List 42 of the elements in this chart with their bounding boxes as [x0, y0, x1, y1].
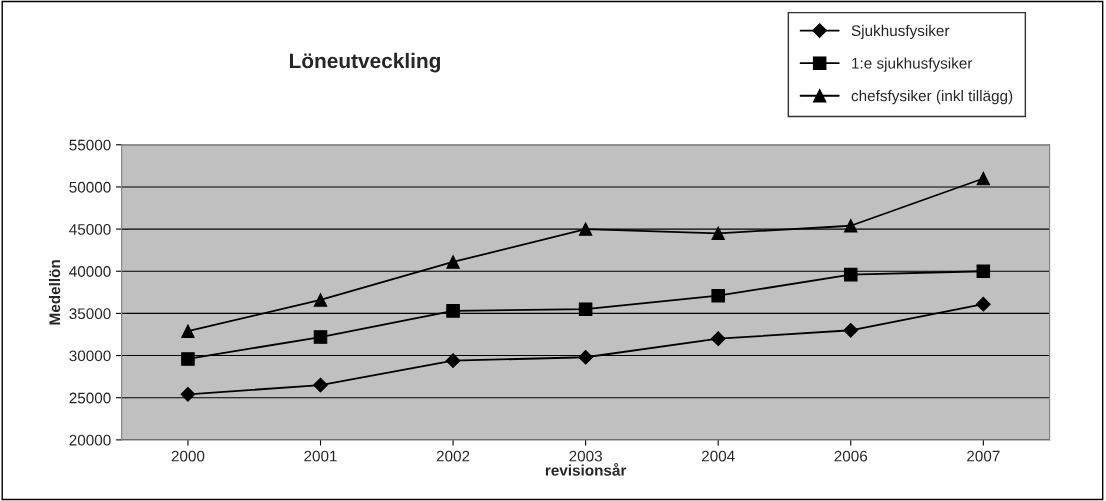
- x-tick-label: 2003: [569, 450, 602, 462]
- point: [446, 255, 460, 269]
- point: [181, 352, 195, 366]
- point: [578, 222, 593, 236]
- x-tick-label: 2006: [834, 450, 868, 462]
- point: [446, 304, 460, 318]
- point: [843, 267, 858, 282]
- y-tick-label: 35000: [69, 308, 111, 320]
- point: [578, 349, 594, 365]
- point: [313, 377, 328, 393]
- point: [578, 302, 593, 316]
- legend-label: chefsfysiker (inkl tillägg): [851, 90, 1013, 105]
- point: [975, 296, 991, 312]
- y-tick-label: 20000: [69, 434, 111, 446]
- point: [976, 171, 991, 186]
- y-tick-label: 30000: [69, 350, 111, 362]
- y-tick-label: 40000: [69, 266, 111, 277]
- point: [710, 331, 726, 347]
- point: [313, 330, 328, 344]
- y-tick-label: 55000: [69, 139, 111, 151]
- legend-label: 1:e sjukhusfysiker: [852, 57, 973, 72]
- x-tick-label: 2004: [701, 450, 735, 462]
- x-tick-label: 2001: [304, 450, 337, 462]
- point: [313, 293, 328, 307]
- x-tick-label: 2002: [436, 450, 470, 462]
- y-tick-label: 25000: [69, 392, 111, 404]
- y-tick-label: 50000: [69, 181, 111, 193]
- x-tick-label: 2007: [967, 450, 1000, 462]
- point: [181, 324, 195, 338]
- point: [711, 226, 725, 241]
- point: [976, 264, 991, 279]
- chart-title: Löneutveckling: [289, 52, 440, 73]
- x-tick-label: 2000: [171, 450, 205, 462]
- point: [445, 353, 461, 369]
- x-axis-title: revisionsår: [545, 463, 627, 476]
- point: [180, 386, 196, 402]
- point: [711, 288, 725, 303]
- point: [843, 218, 858, 233]
- y-tick-label: 45000: [69, 223, 111, 235]
- y-axis-title: Medellön: [48, 260, 61, 325]
- legend-label: Sjukhusfysiker: [851, 24, 950, 40]
- point: [843, 322, 859, 338]
